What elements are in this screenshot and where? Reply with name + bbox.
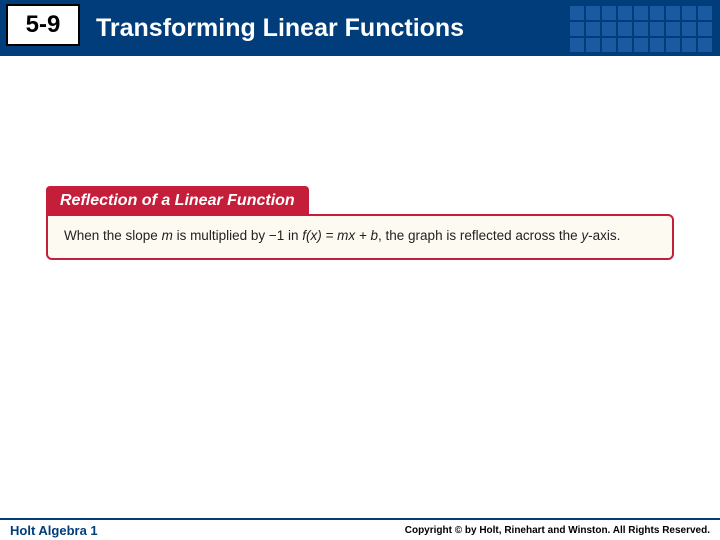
- callout-text-3: , the graph is reflected across the: [378, 228, 581, 243]
- callout-body: When the slope m is multiplied by −1 in …: [46, 214, 674, 260]
- callout-fn: f(x) = mx + b: [302, 228, 378, 243]
- footer-copyright: Copyright © by Holt, Rinehart and Winsto…: [405, 525, 710, 536]
- header-bar: 5-9 Transforming Linear Functions: [0, 0, 720, 56]
- callout-text-4: -axis.: [588, 228, 620, 243]
- header-grid-decoration: [570, 6, 712, 52]
- page-title: Transforming Linear Functions: [96, 14, 464, 43]
- section-number: 5-9: [26, 11, 61, 39]
- callout-text-1: When the slope: [64, 228, 162, 243]
- callout-heading: Reflection of a Linear Function: [46, 186, 309, 216]
- callout-text-2: is multiplied by −1 in: [173, 228, 302, 243]
- callout-box: Reflection of a Linear Function When the…: [46, 186, 674, 260]
- callout-var-m: m: [162, 228, 173, 243]
- footer-text-left: Holt Algebra 1: [10, 523, 98, 538]
- footer: Holt Algebra 1 Copyright © by Holt, Rine…: [0, 518, 720, 540]
- content-area: Reflection of a Linear Function When the…: [0, 56, 720, 486]
- section-number-badge: 5-9: [6, 4, 80, 46]
